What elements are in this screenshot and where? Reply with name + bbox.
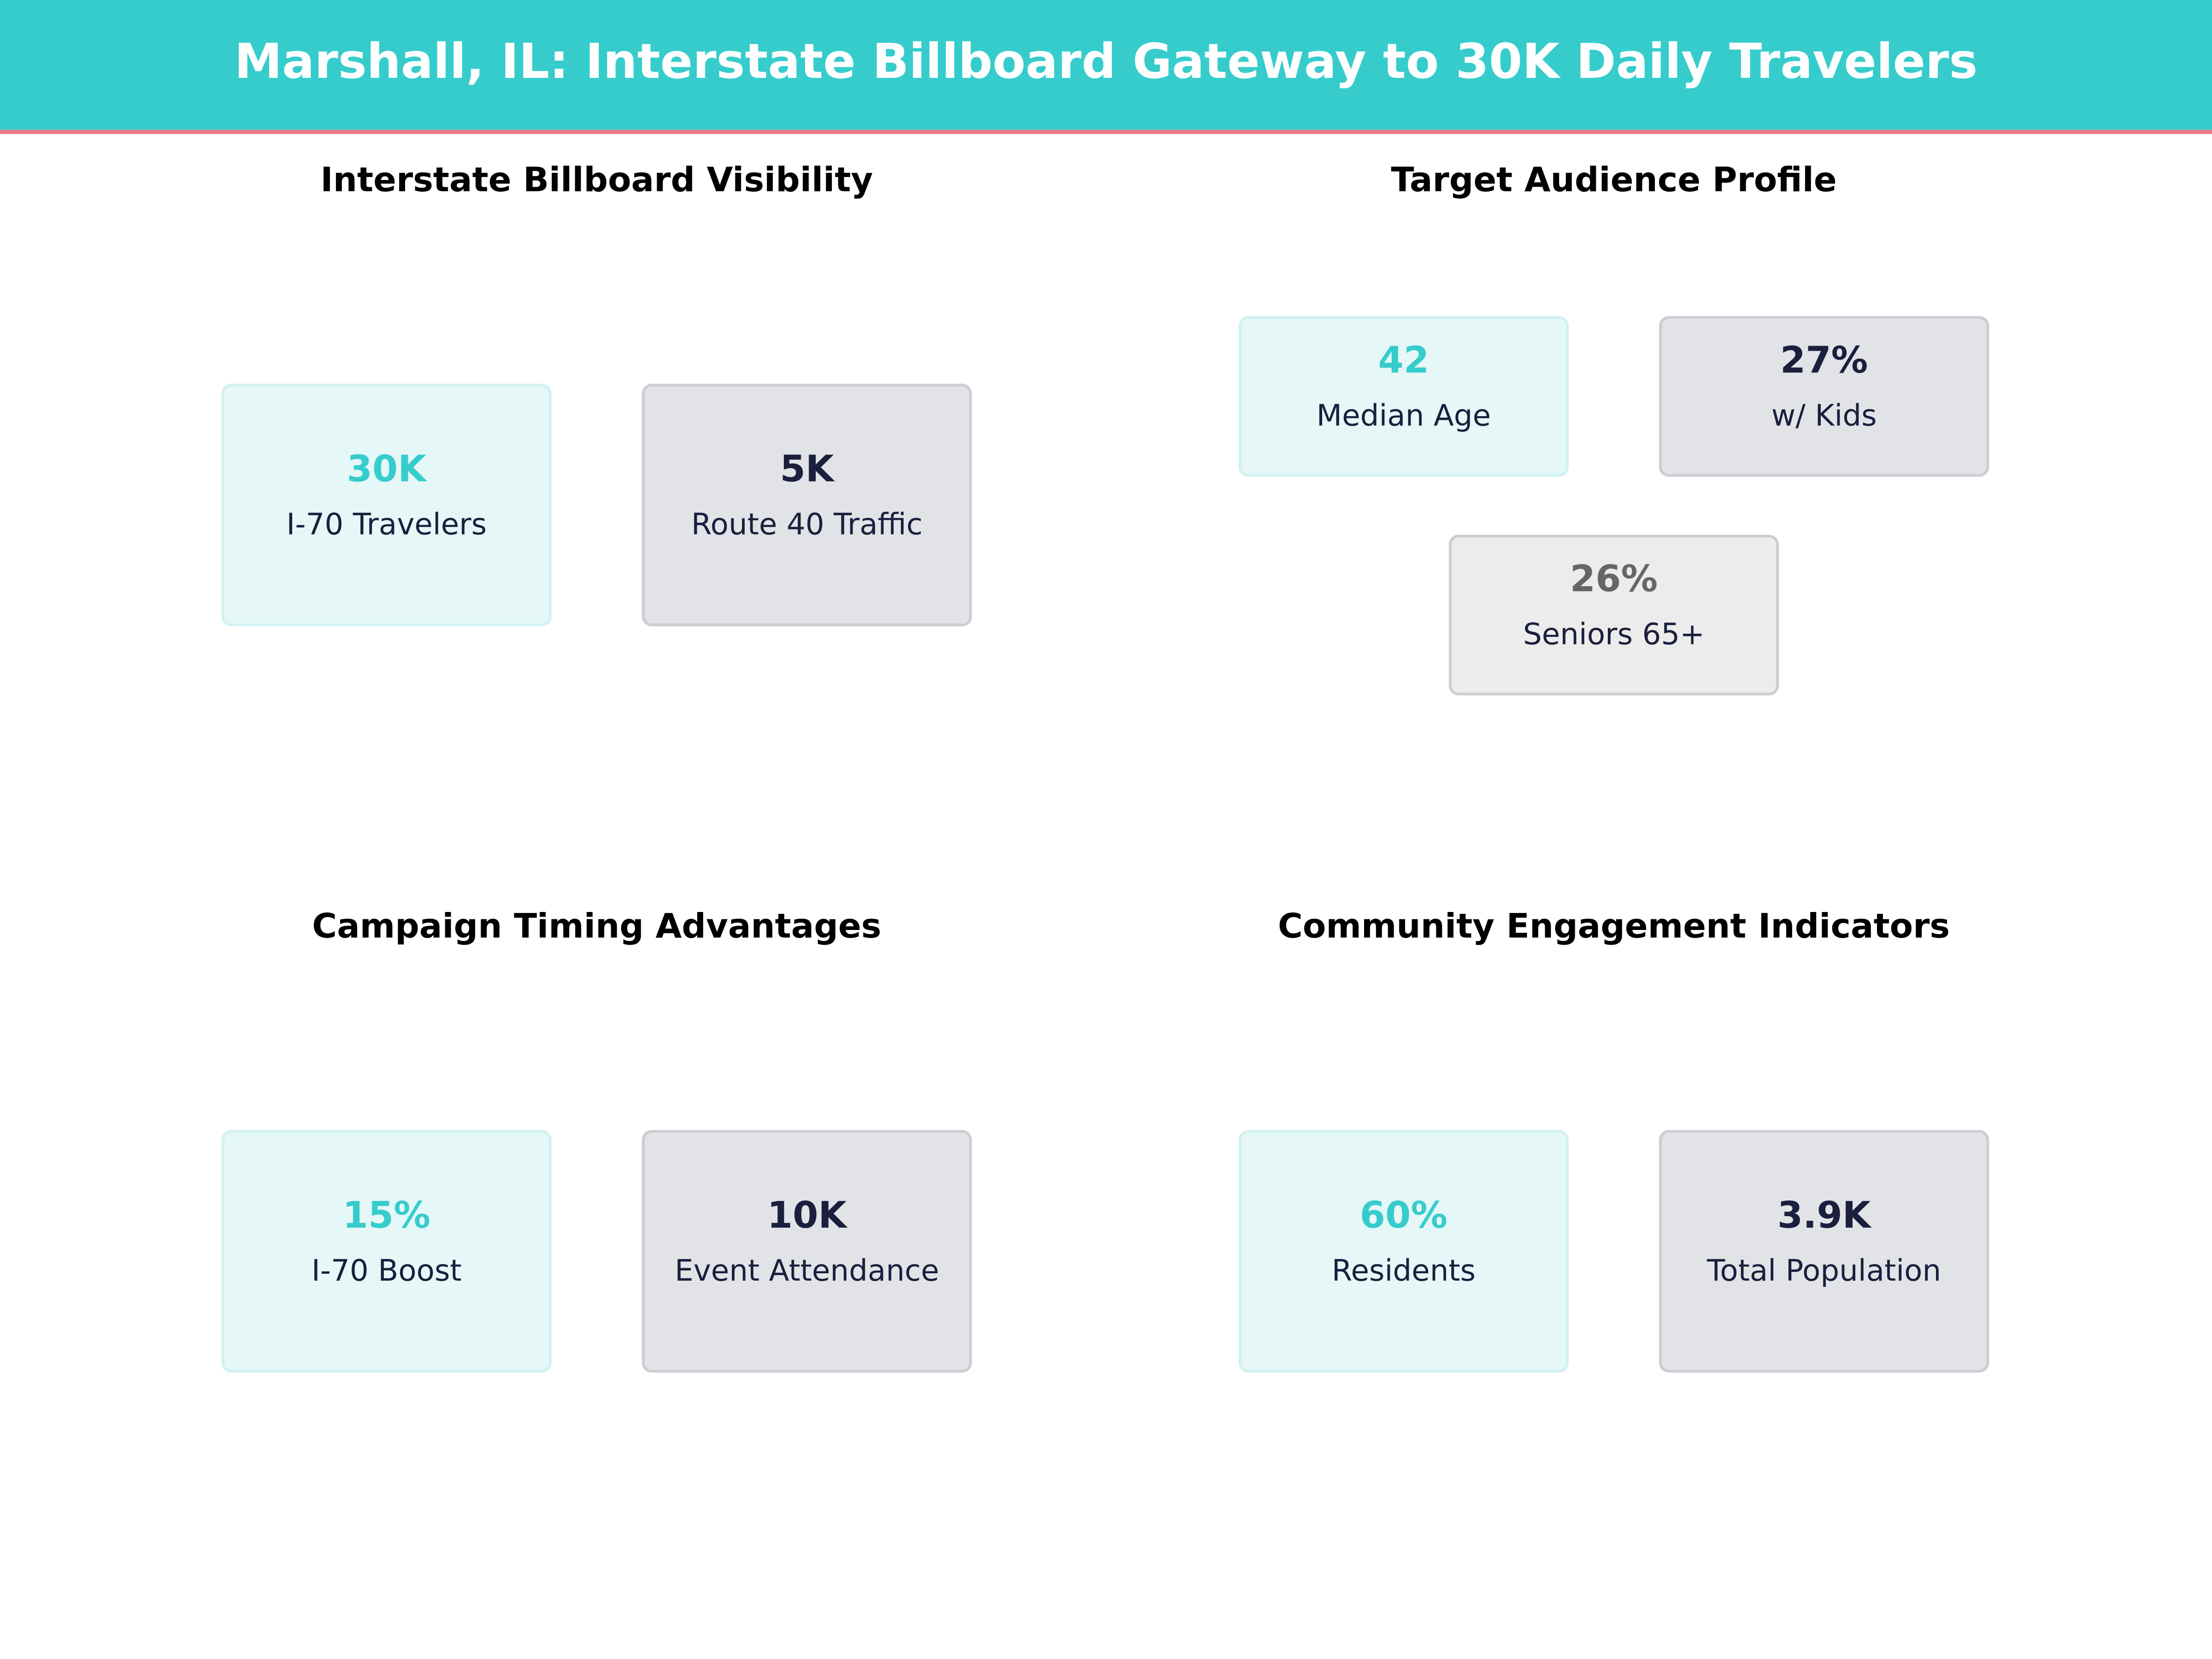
kpi-label: I-70 Boost	[312, 1253, 462, 1288]
kpi-card	[1238, 1130, 1569, 1373]
panel-title: Community Engagement Indicators	[1278, 906, 1950, 946]
panel-title: Campaign Timing Advantages	[312, 906, 881, 946]
kpi-card	[1238, 316, 1569, 477]
kpi-value: 5K	[780, 447, 835, 490]
kpi-label: Event Attendance	[675, 1253, 939, 1288]
kpi-card	[1659, 316, 1989, 477]
kpi-label: I-70 Travelers	[286, 507, 487, 541]
kpi-value: 30K	[347, 447, 428, 490]
kpi-label: Total Population	[1706, 1253, 1941, 1288]
kpi-value: 27%	[1780, 339, 1868, 382]
kpi-card	[221, 1130, 552, 1373]
kpi-card	[1659, 1130, 1989, 1373]
kpi-value: 60%	[1360, 1194, 1447, 1236]
kpi-label: Seniors 65+	[1523, 617, 1705, 652]
kpi-label: Residents	[1332, 1253, 1476, 1288]
panel-title: Target Audience Profile	[1391, 160, 1836, 200]
kpi-value: 42	[1378, 339, 1430, 382]
header-rule	[0, 129, 2212, 134]
kpi-label: Route 40 Traffic	[691, 507, 923, 541]
kpi-value: 3.9K	[1777, 1194, 1872, 1236]
panel-title: Interstate Billboard Visibility	[320, 160, 873, 200]
kpi-card	[641, 1130, 972, 1373]
kpi-card	[1448, 535, 1779, 696]
page-title: Marshall, IL: Interstate Billboard Gatew…	[235, 33, 1978, 89]
kpi-card	[221, 383, 552, 627]
kpi-label: w/ Kids	[1771, 399, 1877, 433]
kpi-card	[641, 383, 972, 627]
kpi-label: Median Age	[1317, 399, 1491, 433]
kpi-value: 10K	[767, 1194, 848, 1236]
kpi-value: 15%	[343, 1194, 430, 1236]
header-bar	[0, 0, 2212, 130]
kpi-value: 26%	[1570, 557, 1658, 600]
